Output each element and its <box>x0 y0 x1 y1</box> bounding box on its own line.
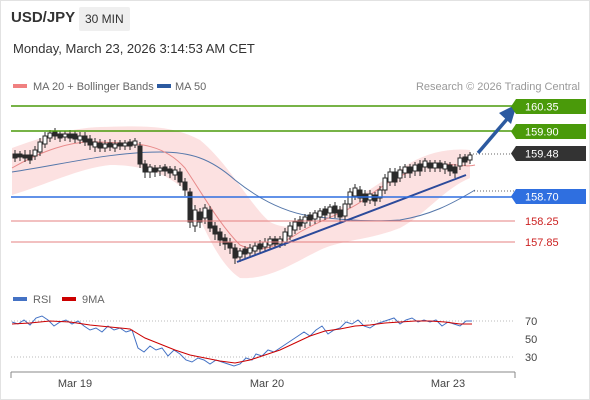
x-axis-label-mar20: Mar 20 <box>250 378 284 390</box>
price-tag-r2 <box>516 99 586 114</box>
trend-line[interactable] <box>236 174 467 263</box>
x-axis-label-mar19: Mar 19 <box>58 378 92 390</box>
ma50-legend-label: MA 50 <box>175 81 206 93</box>
rsi-tick-70: 70 <box>525 316 537 328</box>
candles <box>12 128 473 264</box>
rsi-ma-legend-swatch <box>62 297 76 301</box>
rsi-legend-swatch <box>13 297 27 301</box>
timestamp: Monday, March 23, 2026 3:14:53 AM CET <box>13 41 255 56</box>
x-axis-label-mar23: Mar 23 <box>431 378 465 390</box>
bollinger-band <box>12 126 470 279</box>
timeframe-button[interactable]: 30 MIN <box>79 7 130 31</box>
rsi-tick-50: 50 <box>525 334 537 346</box>
price-tag-r2-text: 160.35 <box>525 102 559 114</box>
credit-text: Research © 2026 Trading Central <box>416 81 580 93</box>
price-tag-pivot <box>516 189 586 204</box>
price-tag-last <box>516 146 586 161</box>
price-tag-r1 <box>516 124 586 139</box>
price-tag-r1-text: 159.90 <box>525 127 559 139</box>
ma50-legend-swatch <box>157 84 171 88</box>
price-tag-last-text: 159.48 <box>525 149 559 161</box>
forecast-arrow-shaft <box>476 116 510 155</box>
symbol-title: USD/JPY <box>11 9 76 26</box>
price-label-s2: 157.85 <box>525 237 559 249</box>
price-label-s1: 158.25 <box>525 216 559 228</box>
price-tag-pivot-text: 158.70 <box>525 192 559 204</box>
rsi-ma-line <box>11 320 472 364</box>
rsi-legend-label: RSI <box>33 294 51 306</box>
ma20-legend-swatch <box>13 84 27 88</box>
ma20-legend-label: MA 20 + Bollinger Bands <box>33 81 154 93</box>
chart-header: USD/JPY 30 MIN <box>0 0 590 36</box>
rsi-tick-30: 30 <box>525 352 537 364</box>
rsi-ma-legend-label: 9MA <box>82 294 105 306</box>
forecast-arrow-icon <box>499 104 517 124</box>
ma50-line <box>11 151 476 222</box>
